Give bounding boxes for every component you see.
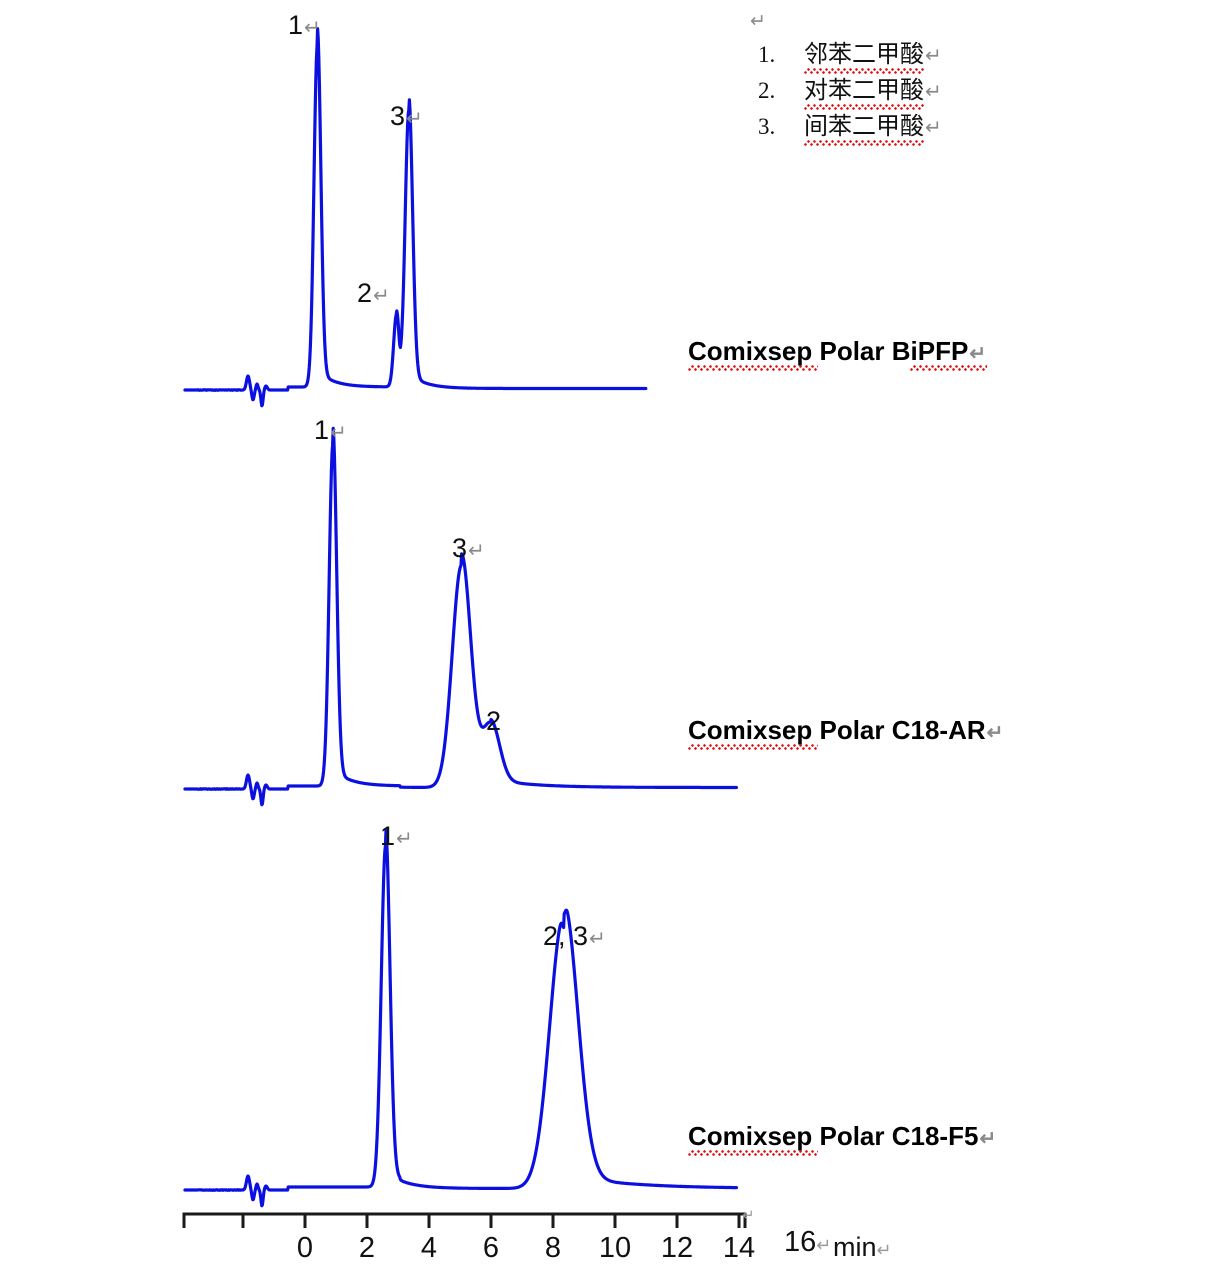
legend-item-2: 2. 对苯二甲酸 ↵ (744, 70, 1044, 110)
return-icon: ↵ (304, 17, 321, 39)
legend-item-2-name: 对苯二甲酸 (804, 76, 924, 104)
peak-label-panel2-2: 2 (486, 706, 502, 736)
legend-item-1: 1. 邻苯二甲酸 ↵ (744, 34, 1044, 74)
return-icon: ↵ (396, 828, 413, 850)
caption-c18f5: Comixsep Polar C18-F5 ↵ (688, 1121, 997, 1156)
trace-c18f5 (183, 829, 738, 1208)
peak-label-panel3-1: 1↵ (380, 821, 413, 851)
return-icon: ↵ (330, 422, 347, 444)
return-icon: ↵ (468, 540, 485, 562)
legend-item-3-return-icon: ↵ (925, 117, 942, 139)
caption-c18ar: Comixsep Polar C18-AR ↵ (688, 715, 1004, 750)
peak-label-panel1-3: 3↵ (390, 101, 423, 131)
caption-bipfp-text: Comixsep Polar BiPFP (688, 336, 987, 371)
return-icon: ↵ (979, 1128, 997, 1150)
spellcheck-underline-icon (804, 68, 924, 74)
axis-end-label: 16↵ (784, 1226, 832, 1258)
spellcheck-underline-icon (910, 365, 987, 371)
peak-label-panel2-3: 3↵ (452, 533, 485, 563)
return-icon: ↵ (876, 1240, 892, 1260)
return-icon: ↵ (406, 108, 423, 130)
axis-unit-label: min↵ (833, 1232, 892, 1262)
legend-item-3-name-wrap: 间苯二甲酸 (804, 106, 924, 146)
axis-tick-label-4: 4 (420, 1232, 438, 1264)
axis-tick-label-12: 12 (660, 1232, 694, 1264)
peak-label-panel1-1: 1↵ (288, 10, 321, 40)
caption-c18f5-text: Comixsep Polar C18-F5 (688, 1121, 978, 1156)
legend: ↵ 1. 邻苯二甲酸 ↵ 2. 对苯二甲酸 ↵ 3. 间苯二甲酸 ↵ (744, 11, 1044, 146)
axis-tail-return-icon: ↵ (742, 1207, 755, 1224)
axis-tick-label-0: 0 (296, 1232, 314, 1264)
axis-tick-label-6: 6 (482, 1232, 500, 1264)
legend-item-3: 3. 间苯二甲酸 ↵ (744, 106, 1044, 146)
legend-item-1-return-icon: ↵ (925, 45, 942, 67)
spellcheck-underline-icon (804, 104, 924, 110)
return-icon: ↵ (816, 1235, 832, 1255)
legend-item-3-name: 间苯二甲酸 (804, 112, 924, 140)
peak-label-panel3-23: 2, 3↵ (543, 921, 606, 951)
return-icon: ↵ (589, 928, 606, 950)
x-axis (182, 1212, 747, 1228)
peak-label-panel2-1: 1↵ (314, 415, 347, 445)
trace-bipfp (183, 27, 648, 408)
legend-item-2-return-icon: ↵ (925, 81, 942, 103)
legend-item-3-number: 3. (758, 114, 776, 139)
axis-tick-label-14: 14 (722, 1232, 756, 1264)
return-icon: ↵ (373, 285, 390, 307)
spellcheck-underline-icon (804, 140, 924, 146)
spellcheck-underline-icon (688, 1150, 818, 1156)
legend-item-1-name: 邻苯二甲酸 (804, 40, 924, 68)
trace-c18ar (183, 426, 738, 807)
legend-item-2-name-wrap: 对苯二甲酸 (804, 70, 924, 110)
caption-c18ar-text: Comixsep Polar C18-AR (688, 715, 986, 750)
legend-pilcrow-icon: ↵ (750, 11, 766, 32)
return-icon: ↵ (969, 343, 987, 365)
axis-tick-label-8: 8 (544, 1232, 562, 1264)
legend-item-2-number: 2. (758, 78, 776, 103)
axis-tick-label-2: 2 (358, 1232, 376, 1264)
legend-item-1-number: 1. (758, 42, 776, 67)
peak-label-panel1-2: 2↵ (357, 278, 390, 308)
spellcheck-underline-icon (688, 744, 818, 750)
spellcheck-underline-icon (688, 365, 818, 371)
legend-item-1-name-wrap: 邻苯二甲酸 (804, 34, 924, 74)
return-icon: ↵ (986, 722, 1004, 744)
axis-tick-label-10: 10 (598, 1232, 632, 1264)
caption-bipfp: Comixsep Polar BiPFP ↵ (688, 336, 987, 371)
